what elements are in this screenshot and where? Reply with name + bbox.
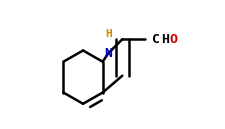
Text: H: H xyxy=(105,29,112,39)
Text: C: C xyxy=(153,33,160,46)
Text: N: N xyxy=(104,47,112,60)
Text: H: H xyxy=(161,33,169,46)
Text: O: O xyxy=(170,33,178,46)
